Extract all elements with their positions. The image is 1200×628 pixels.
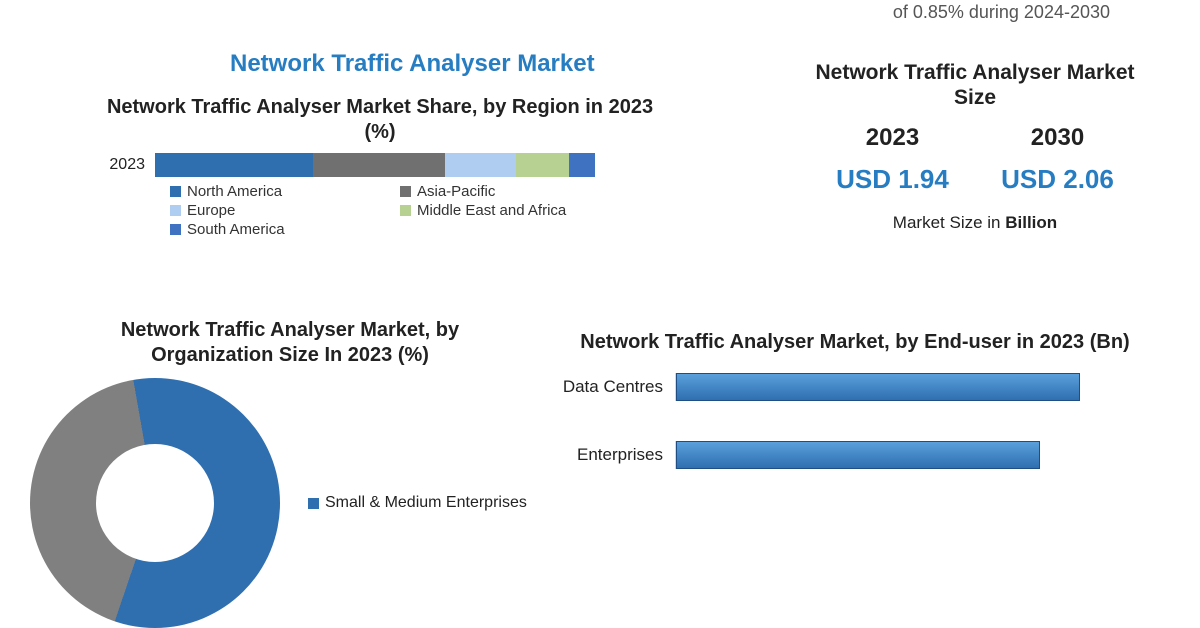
region-legend-item-3: Middle East and Africa — [400, 202, 630, 219]
page-title: Network Traffic Analyser Market — [230, 50, 595, 78]
region-legend-label-4: South America — [187, 221, 285, 238]
enduser-bar-1 — [676, 441, 1040, 469]
region-segment-0 — [155, 153, 313, 177]
org-size-title: Network Traffic Analyser Market, by Orga… — [90, 318, 490, 368]
market-size-footer: Market Size in Billion — [810, 213, 1140, 233]
region-legend-item-4: South America — [170, 221, 400, 238]
market-size-panel: Network Traffic Analyser Market Size 202… — [810, 60, 1140, 233]
region-share-bar — [155, 153, 595, 177]
region-segment-1 — [313, 153, 445, 177]
org-size-donut — [30, 378, 280, 628]
region-legend-item-2: Europe — [170, 202, 400, 219]
market-size-year-1: 2030 — [983, 124, 1132, 152]
region-share-legend: North America Asia-Pacific Europe Middle Ea… — [170, 183, 630, 240]
market-size-value-0: USD 1.94 — [818, 164, 967, 195]
region-legend-label-0: North America — [187, 183, 282, 200]
enduser-chart: Network Traffic Analyser Market, by End-… — [555, 330, 1155, 509]
region-share-year-label: 2023 — [100, 156, 155, 174]
enduser-label-1: Enterprises — [555, 445, 675, 465]
region-share-title: Network Traffic Analyser Market Share, b… — [100, 95, 660, 145]
org-size-legend-label: Small & Medium Enterprises — [325, 494, 527, 512]
region-legend-swatch-0 — [170, 186, 181, 197]
enduser-label-0: Data Centres — [555, 377, 675, 397]
enduser-title: Network Traffic Analyser Market, by End-… — [555, 330, 1155, 355]
market-size-value-1: USD 2.06 — [983, 164, 1132, 195]
enduser-rows: Data Centres Enterprises — [555, 373, 1155, 469]
market-size-footer-prefix: Market Size in — [893, 213, 1005, 232]
region-legend-item-1: Asia-Pacific — [400, 183, 630, 200]
enduser-row-0: Data Centres — [555, 373, 1155, 401]
region-share-row: 2023 — [100, 153, 660, 177]
enduser-row-1: Enterprises — [555, 441, 1155, 469]
region-legend-swatch-4 — [170, 224, 181, 235]
region-segment-2 — [445, 153, 515, 177]
market-size-year-0: 2023 — [818, 124, 967, 152]
region-legend-swatch-2 — [170, 205, 181, 216]
region-share-chart: Network Traffic Analyser Market Share, b… — [100, 95, 660, 240]
region-legend-swatch-3 — [400, 205, 411, 216]
region-legend-label-1: Asia-Pacific — [417, 183, 495, 200]
region-legend-label-3: Middle East and Africa — [417, 202, 566, 219]
org-size-chart: Network Traffic Analyser Market, by Orga… — [30, 318, 550, 628]
market-size-col-0: 2023 USD 1.94 — [818, 124, 967, 195]
org-size-legend: Small & Medium Enterprises — [308, 494, 527, 512]
region-legend-label-2: Europe — [187, 202, 235, 219]
cagr-caption: of 0.85% during 2024-2030 — [893, 2, 1110, 23]
region-segment-4 — [569, 153, 595, 177]
enduser-bar-0 — [676, 373, 1080, 401]
region-legend-item-0: North America — [170, 183, 400, 200]
market-size-title: Network Traffic Analyser Market Size — [810, 60, 1140, 110]
org-size-wrap: Small & Medium Enterprises — [30, 378, 550, 628]
enduser-track-1 — [675, 441, 1115, 469]
market-size-row: 2023 USD 1.94 2030 USD 2.06 — [810, 124, 1140, 195]
region-legend-swatch-1 — [400, 186, 411, 197]
enduser-track-0 — [675, 373, 1115, 401]
market-size-footer-bold: Billion — [1005, 213, 1057, 232]
org-size-legend-swatch — [308, 498, 319, 509]
region-segment-3 — [516, 153, 569, 177]
market-size-col-1: 2030 USD 2.06 — [983, 124, 1132, 195]
